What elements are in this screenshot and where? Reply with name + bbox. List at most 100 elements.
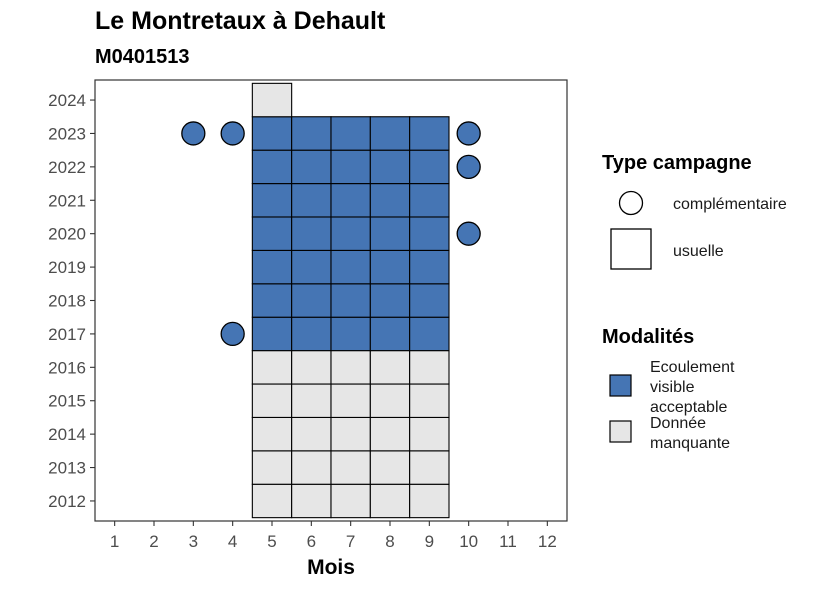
legend-label-ecoulement-3: acceptable xyxy=(650,399,727,416)
y-tick-label-2014: 2014 xyxy=(48,425,86,444)
tile-2012-6 xyxy=(291,483,332,519)
tile-2019-6 xyxy=(291,249,332,285)
plot-area xyxy=(251,82,450,519)
point-2022-10 xyxy=(456,154,481,180)
tile-2021-8 xyxy=(369,183,411,218)
tile-2012-9 xyxy=(409,483,450,519)
tile-2014-7 xyxy=(330,416,371,452)
legend: Type campagne complémentaire usuelle Mod… xyxy=(602,152,787,452)
tile-2013-5 xyxy=(251,450,293,485)
tile-2022-9 xyxy=(409,149,450,185)
tile-2019-5 xyxy=(251,249,293,285)
x-tick-label-4: 4 xyxy=(228,532,237,551)
tile-2021-5 xyxy=(251,183,293,218)
legend-key-ecoulement xyxy=(609,374,632,397)
y-tick-label-2024: 2024 xyxy=(48,91,86,110)
x-tick-label-10: 10 xyxy=(459,532,478,551)
y-tick-label-2017: 2017 xyxy=(48,325,86,344)
chart-subtitle: M0401513 xyxy=(95,46,190,68)
y-tick-label-2018: 2018 xyxy=(48,292,86,311)
tile-2016-6 xyxy=(291,350,332,385)
tile-2015-5 xyxy=(251,383,293,418)
tile-2022-7 xyxy=(330,149,371,185)
legend-label-donnee-2: manquante xyxy=(650,435,730,452)
tile-2017-5 xyxy=(251,316,293,352)
point-2020-10 xyxy=(456,221,481,246)
y-tick-label-2022: 2022 xyxy=(48,158,86,177)
y-tick-label-2019: 2019 xyxy=(48,258,86,277)
legend-label-complementaire: complémentaire xyxy=(673,196,787,213)
x-tick-label-6: 6 xyxy=(307,532,316,551)
x-tick-label-7: 7 xyxy=(346,532,355,551)
point-2023-4 xyxy=(220,121,245,146)
legend-modalite-title: Modalités xyxy=(602,326,694,348)
y-tick-label-2021: 2021 xyxy=(48,191,86,210)
tile-2022-5 xyxy=(251,149,293,185)
y-tick-label-2023: 2023 xyxy=(48,124,86,143)
tile-2013-8 xyxy=(369,450,411,485)
tile-2018-8 xyxy=(369,283,411,318)
tile-2021-9 xyxy=(409,183,450,218)
legend-key-donnee-manquante xyxy=(609,420,632,443)
tile-2018-9 xyxy=(409,283,450,318)
tile-2020-7 xyxy=(330,216,371,251)
x-axis-title: Mois xyxy=(307,556,355,579)
tile-2022-6 xyxy=(291,149,332,185)
tile-2022-8 xyxy=(369,149,411,185)
tile-2018-6 xyxy=(291,283,332,318)
points-layer xyxy=(181,121,481,347)
tile-2016-5 xyxy=(251,350,293,385)
tile-2019-9 xyxy=(409,249,450,285)
point-2017-4 xyxy=(220,321,245,347)
y-tick-label-2016: 2016 xyxy=(48,358,86,377)
legend-type-title: Type campagne xyxy=(602,152,752,174)
x-tick-label-12: 12 xyxy=(538,532,557,551)
tile-2015-8 xyxy=(369,383,411,418)
tile-2017-9 xyxy=(409,316,450,352)
chart-title: Le Montretaux à Dehault xyxy=(95,7,386,35)
x-tick-label-8: 8 xyxy=(385,532,394,551)
legend-label-usuelle: usuelle xyxy=(673,243,724,260)
tile-2013-9 xyxy=(409,450,450,485)
tile-2021-7 xyxy=(330,183,371,218)
tile-2017-8 xyxy=(369,316,411,352)
tile-2016-9 xyxy=(409,350,450,385)
tile-2018-5 xyxy=(251,283,293,318)
point-2023-3 xyxy=(181,121,206,146)
legend-circle-key xyxy=(618,190,644,216)
x-tick-label-1: 1 xyxy=(110,532,119,551)
tile-2012-8 xyxy=(369,483,411,519)
legend-label-ecoulement-2: visible xyxy=(650,379,695,396)
tile-2015-7 xyxy=(330,383,371,418)
legend-label-donnee-1: Donnée xyxy=(650,415,706,432)
y-tick-label-2015: 2015 xyxy=(48,392,86,411)
y-tick-label-2013: 2013 xyxy=(48,459,86,478)
tile-2020-9 xyxy=(409,216,450,251)
y-axis: 2012 2013 2014 2015 2016 2017 2018 2019 2020 2021… xyxy=(48,91,95,511)
tile-2023-8 xyxy=(369,116,411,151)
tile-2014-5 xyxy=(251,416,293,452)
x-tick-label-5: 5 xyxy=(267,532,276,551)
x-tick-label-2: 2 xyxy=(149,532,158,551)
legend-square-key xyxy=(610,228,652,270)
y-tick-label-2020: 2020 xyxy=(48,225,86,244)
tile-2020-6 xyxy=(291,216,332,251)
tile-2015-6 xyxy=(291,383,332,418)
x-tick-label-9: 9 xyxy=(425,532,434,551)
tile-2017-7 xyxy=(330,316,371,352)
tile-2019-8 xyxy=(369,249,411,285)
tile-2014-6 xyxy=(291,416,332,452)
tile-2023-5 xyxy=(251,116,293,151)
tile-2015-9 xyxy=(409,383,450,418)
tile-2012-7 xyxy=(330,483,371,519)
tile-2023-6 xyxy=(291,116,332,151)
x-tick-label-3: 3 xyxy=(189,532,198,551)
tile-2021-6 xyxy=(291,183,332,218)
point-2023-10 xyxy=(456,121,481,146)
tile-2024-5 xyxy=(251,82,293,118)
legend-label-ecoulement-1: Ecoulement xyxy=(650,359,735,376)
tile-2014-8 xyxy=(369,416,411,452)
tile-2016-8 xyxy=(369,350,411,385)
tile-2013-6 xyxy=(291,450,332,485)
